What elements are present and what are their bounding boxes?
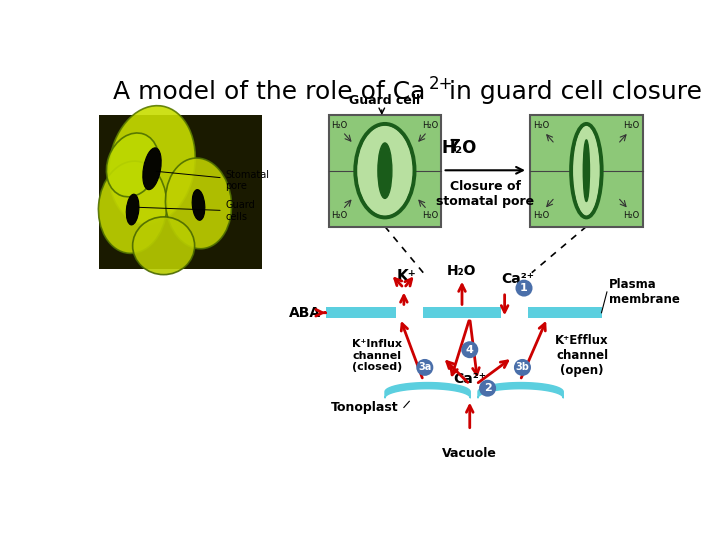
Text: 3a: 3a (418, 362, 431, 373)
Ellipse shape (132, 217, 194, 275)
Text: K⁺Efflux
channel
(open): K⁺Efflux channel (open) (555, 334, 609, 377)
Text: H₂O: H₂O (442, 139, 477, 157)
Text: Tonoplast: Tonoplast (330, 401, 398, 414)
Circle shape (516, 280, 533, 296)
Ellipse shape (356, 125, 414, 217)
Text: A model of the role of Ca: A model of the role of Ca (113, 80, 426, 104)
Ellipse shape (143, 148, 161, 190)
Text: Closure of
stomatal pore: Closure of stomatal pore (436, 180, 534, 208)
Circle shape (416, 359, 433, 376)
Ellipse shape (192, 190, 204, 220)
Circle shape (514, 359, 531, 376)
Bar (326, 307, 396, 318)
Circle shape (462, 341, 478, 358)
Text: ABA: ABA (289, 306, 321, 320)
Text: 2: 2 (484, 383, 492, 393)
Text: 3b: 3b (516, 362, 529, 373)
Text: Plasma
membrane: Plasma membrane (609, 278, 680, 306)
Bar (99, 115, 262, 269)
Text: H₂O: H₂O (331, 211, 348, 220)
Text: Vacuole: Vacuole (442, 447, 498, 460)
Text: Ca²⁺: Ca²⁺ (500, 272, 534, 286)
Ellipse shape (572, 125, 601, 217)
Text: H₂O: H₂O (447, 264, 477, 278)
Bar (530, 115, 642, 226)
Text: Guard
cells: Guard cells (139, 200, 256, 222)
Text: in guard cell closure: in guard cell closure (441, 80, 702, 104)
Text: H₂O: H₂O (533, 211, 549, 220)
Text: H₂O: H₂O (533, 121, 549, 130)
Bar (423, 307, 500, 318)
Bar (528, 307, 601, 318)
Text: K⁺: K⁺ (396, 269, 416, 284)
Text: Ca²⁺: Ca²⁺ (454, 372, 486, 386)
Text: Stomatal
pore: Stomatal pore (156, 170, 269, 191)
Text: 4: 4 (466, 345, 474, 355)
Ellipse shape (126, 194, 139, 225)
Text: Guard cell: Guard cell (349, 94, 420, 107)
Ellipse shape (99, 161, 167, 253)
Text: H₂O: H₂O (422, 121, 438, 130)
Text: 1: 1 (520, 283, 528, 293)
Ellipse shape (166, 158, 232, 249)
Text: H₂O: H₂O (331, 121, 348, 130)
Ellipse shape (109, 106, 195, 224)
Text: K⁺Influx
channel
(closed): K⁺Influx channel (closed) (351, 339, 402, 373)
Circle shape (479, 380, 496, 397)
Text: H₂O: H₂O (624, 211, 640, 220)
Text: H₂O: H₂O (624, 121, 640, 130)
Ellipse shape (378, 143, 392, 198)
Bar (329, 115, 441, 226)
Text: H₂O: H₂O (422, 211, 438, 220)
Text: 2+: 2+ (428, 75, 453, 93)
Ellipse shape (583, 140, 590, 201)
Ellipse shape (107, 133, 159, 197)
